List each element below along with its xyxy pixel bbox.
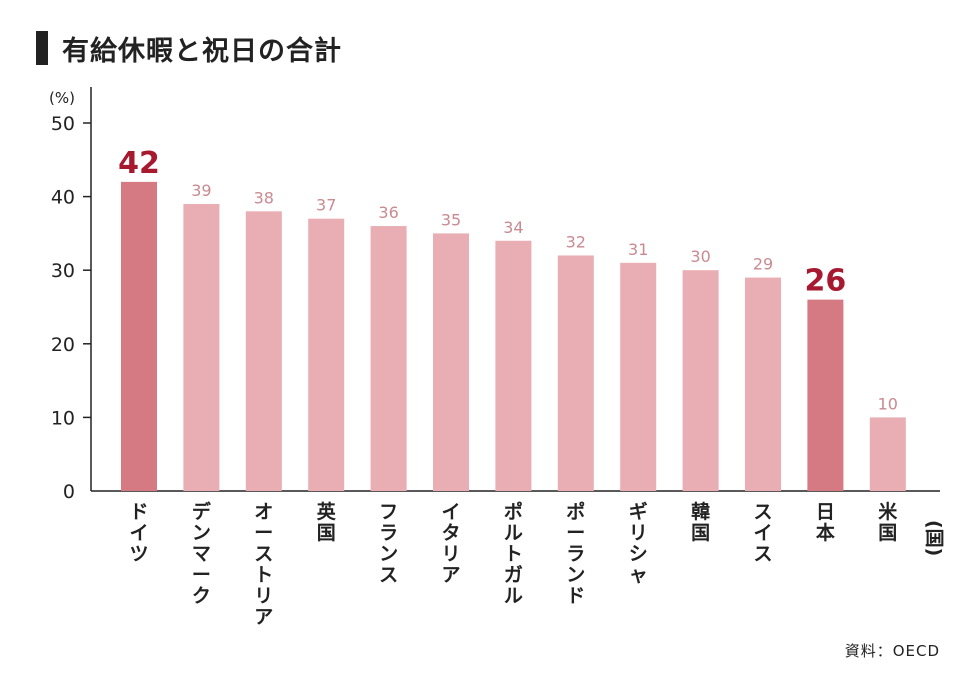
bar-value-label: 39 <box>191 181 211 200</box>
bar <box>308 218 345 491</box>
bar-value-label: 29 <box>753 255 773 274</box>
category-label: オーストリア <box>254 501 273 628</box>
bar-value-label: 34 <box>503 218 523 237</box>
title-marker <box>36 31 48 65</box>
category-label: イタリア <box>441 501 460 586</box>
x-axis-unit-label: (国) <box>923 520 945 556</box>
bar-value-label: 35 <box>441 210 461 229</box>
category-label: 米国 <box>878 500 898 544</box>
category-label: ポルトガル <box>504 500 523 607</box>
bar <box>183 203 220 491</box>
bar-value-label: 10 <box>878 394 898 413</box>
bar-value-label: 30 <box>690 247 710 266</box>
bar <box>121 181 157 491</box>
bar <box>745 277 781 491</box>
y-tick-label: 50 <box>51 113 75 135</box>
bar <box>620 262 657 491</box>
bar <box>807 299 844 491</box>
bar <box>495 240 532 491</box>
y-tick-label: 30 <box>51 260 75 282</box>
category-label: デンマーク <box>192 500 212 607</box>
bar-value-label: 32 <box>566 232 586 251</box>
bar <box>370 226 407 492</box>
category-label: フランス <box>379 501 398 586</box>
y-tick-label: 0 <box>63 481 75 503</box>
bar <box>557 255 594 491</box>
category-label: 英国 <box>317 500 337 544</box>
category-label: 日本 <box>816 501 835 544</box>
title-text: 有給休暇と祝日の合計 <box>62 35 342 67</box>
bar <box>682 270 719 491</box>
bar-value-label: 38 <box>254 188 274 207</box>
bar <box>245 211 282 491</box>
source-note: 資料：OECD <box>844 642 940 660</box>
chart-title: 有給休暇と祝日の合計 <box>36 30 342 67</box>
category-label: 韓国 <box>691 500 710 544</box>
category-label: ポーランド <box>566 500 585 607</box>
bar-value-label: 36 <box>378 203 398 222</box>
bar-value-label: 37 <box>316 196 336 215</box>
category-label: スイス <box>753 501 772 565</box>
category-label: ドイツ <box>129 501 148 565</box>
bar-value-label: 42 <box>118 146 160 181</box>
bar-value-label: 26 <box>805 264 847 299</box>
y-tick-label: 40 <box>51 187 75 209</box>
category-label: ギリシャ <box>629 501 648 586</box>
bar <box>869 417 906 491</box>
bar-value-label: 31 <box>628 240 648 259</box>
y-tick-label: 20 <box>51 334 75 356</box>
y-axis-unit-label: (%) <box>49 89 75 107</box>
bar <box>433 233 469 491</box>
y-tick-label: 10 <box>51 407 75 429</box>
